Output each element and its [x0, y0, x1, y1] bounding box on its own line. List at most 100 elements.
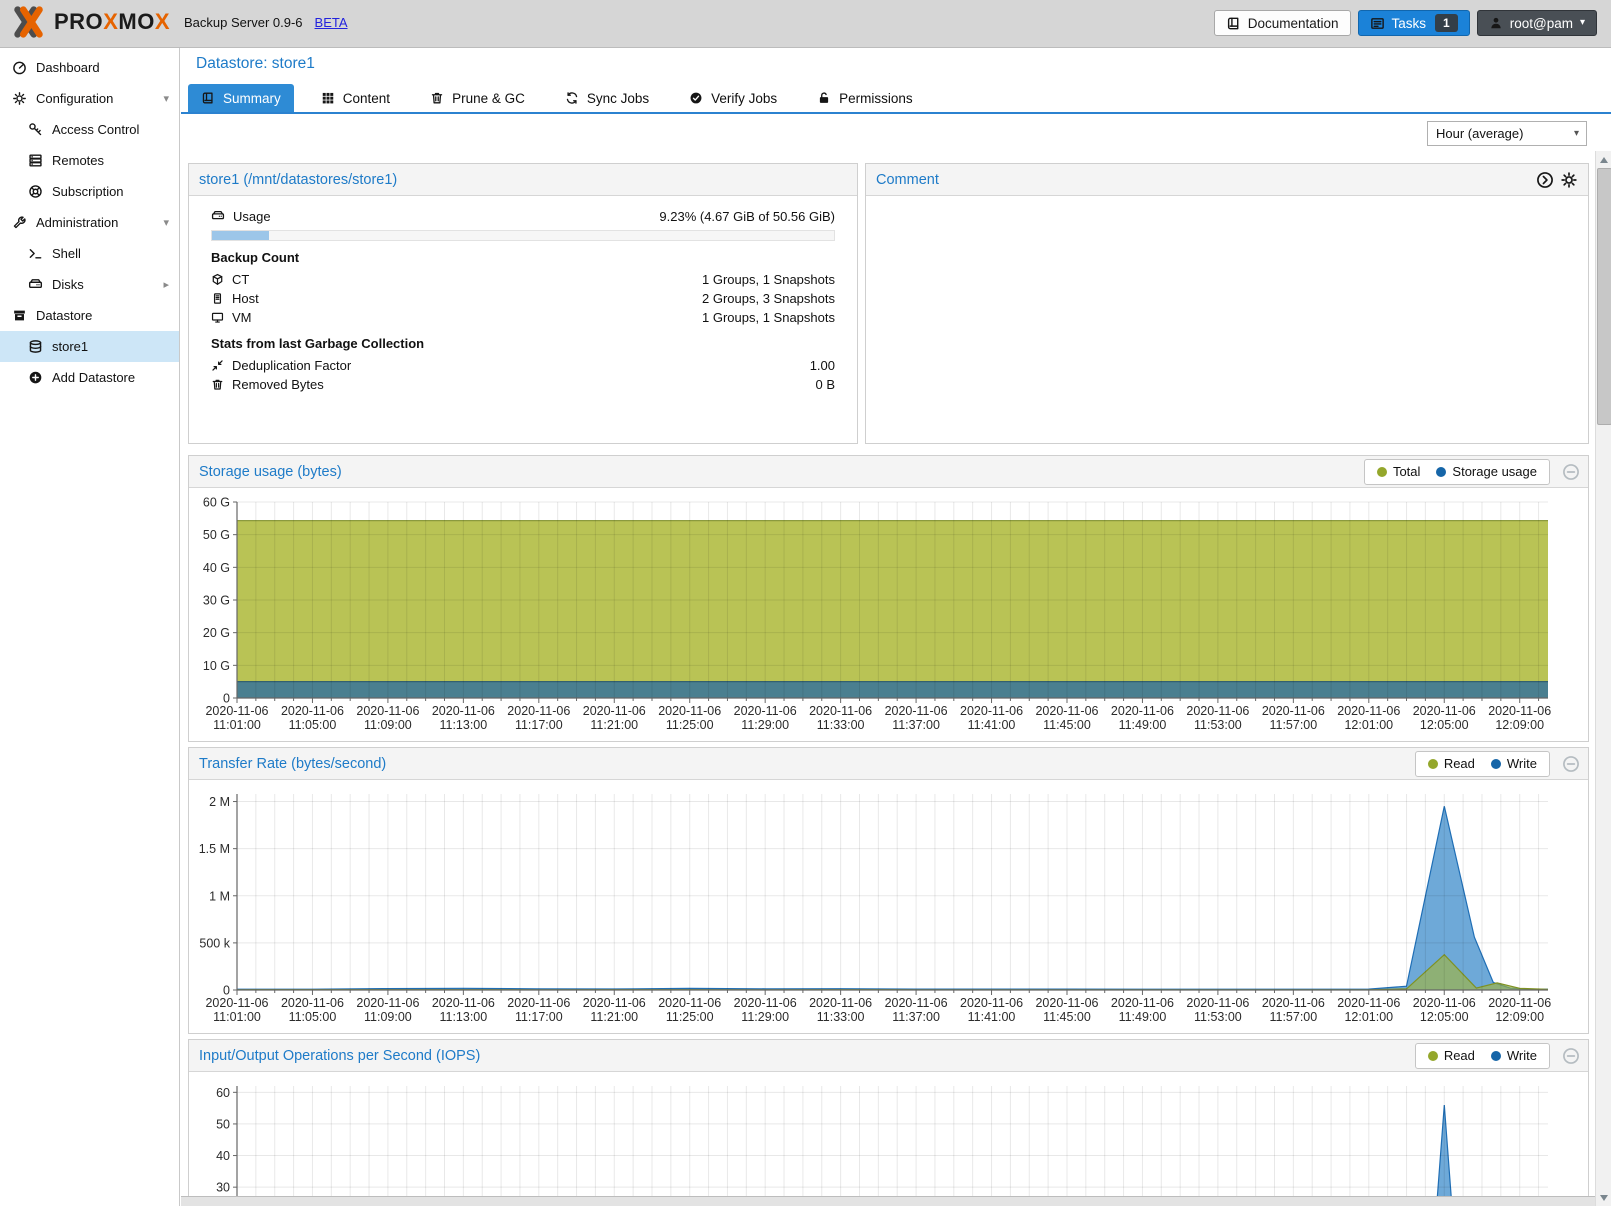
- lifering-icon: [28, 184, 43, 199]
- tab-sync-jobs[interactable]: Sync Jobs: [552, 84, 662, 112]
- datastore-summary-panel: store1 (/mnt/datastores/store1) Usage 9.…: [188, 163, 858, 444]
- legend-label: Read: [1443, 756, 1475, 771]
- sidebar-item-store1[interactable]: store1: [0, 331, 179, 362]
- user-menu-button[interactable]: root@pam ▾: [1476, 10, 1597, 36]
- svg-text:11:53:00: 11:53:00: [1194, 718, 1242, 732]
- tasks-button[interactable]: Tasks 1: [1357, 10, 1470, 36]
- chevron-right-icon[interactable]: ▸: [163, 279, 169, 291]
- storage-usage-legend[interactable]: Total Storage usage: [1363, 458, 1550, 485]
- iops-legend[interactable]: Read Write: [1414, 1042, 1550, 1069]
- cube-icon: [211, 273, 224, 286]
- svg-text:2020-11-06: 2020-11-06: [658, 996, 721, 1010]
- svg-text:2020-11-06: 2020-11-06: [1186, 996, 1249, 1010]
- datastore-summary-header: store1 (/mnt/datastores/store1): [189, 164, 857, 196]
- legend-item-storage-usage[interactable]: Storage usage: [1436, 464, 1537, 479]
- brand-letter: PRO: [54, 9, 104, 34]
- comment-title: Comment: [876, 171, 939, 188]
- comment-body[interactable]: [866, 196, 1588, 442]
- tab-verify-jobs[interactable]: Verify Jobs: [676, 84, 790, 112]
- legend-label: Write: [1506, 1048, 1537, 1063]
- svg-text:11:21:00: 11:21:00: [590, 1010, 638, 1024]
- sidebar-nav: Dashboard Configuration ▾ Access Control Rem…: [0, 48, 180, 1206]
- svg-text:11:09:00: 11:09:00: [364, 1010, 412, 1024]
- horizontal-scrollbar[interactable]: [181, 1196, 1595, 1206]
- chevron-down-icon[interactable]: ▾: [163, 217, 169, 229]
- minus-circle-icon[interactable]: [1562, 1047, 1580, 1065]
- proxmox-logo: PROXMOX Backup Server 0.9-6 BETA: [10, 3, 348, 41]
- sidebar-item-remotes[interactable]: Remotes: [0, 145, 179, 176]
- beta-link[interactable]: BETA: [314, 14, 348, 30]
- minus-circle-icon[interactable]: [1562, 463, 1580, 481]
- circle-chevron-right-icon[interactable]: [1536, 171, 1554, 189]
- stat-value: 1 Groups, 1 Snapshots: [702, 310, 835, 325]
- transfer-rate-header: Transfer Rate (bytes/second) Read Write: [189, 748, 1588, 780]
- storage-usage-panel: Storage usage (bytes) Total Storage usage…: [188, 455, 1589, 742]
- svg-text:2020-11-06: 2020-11-06: [1262, 704, 1325, 718]
- scroll-down-arrow[interactable]: [1596, 1190, 1611, 1205]
- legend-item-write[interactable]: Write: [1490, 756, 1537, 771]
- sidebar-item-label: Access Control: [52, 122, 140, 137]
- vertical-scrollbar[interactable]: [1595, 151, 1611, 1206]
- tab-summary[interactable]: Summary: [188, 84, 294, 112]
- host-icon: [211, 292, 224, 305]
- scroll-up-arrow[interactable]: [1596, 152, 1611, 167]
- sidebar-item-subscription[interactable]: Subscription: [0, 176, 179, 207]
- svg-text:2020-11-06: 2020-11-06: [1488, 704, 1551, 718]
- unlock-icon: [817, 91, 831, 105]
- check-circle-icon: [689, 91, 703, 105]
- trash-icon: [430, 91, 444, 105]
- svg-text:2020-11-06: 2020-11-06: [658, 704, 721, 718]
- svg-text:12:05:00: 12:05:00: [1420, 718, 1469, 732]
- stat-label: Deduplication Factor: [232, 358, 352, 373]
- sidebar-item-disks[interactable]: Disks ▸: [0, 269, 179, 300]
- transfer-rate-legend[interactable]: Read Write: [1414, 750, 1550, 777]
- minus-circle-icon[interactable]: [1562, 755, 1580, 773]
- sidebar-item-configuration[interactable]: Configuration ▾: [0, 83, 179, 114]
- documentation-button[interactable]: Documentation: [1213, 10, 1351, 36]
- brand-letter: X: [103, 9, 119, 34]
- top-bar: PROXMOX Backup Server 0.9-6 BETA Documen…: [0, 0, 1611, 48]
- topbar-actions: Documentation Tasks 1 root@pam ▾: [1213, 10, 1597, 36]
- brand-letter: X: [154, 9, 171, 34]
- svg-text:11:13:00: 11:13:00: [439, 718, 487, 732]
- scrollbar-thumb[interactable]: [1597, 168, 1611, 425]
- datastore-summary-title: store1 (/mnt/datastores/store1): [199, 171, 398, 188]
- legend-item-write[interactable]: Write: [1490, 1048, 1537, 1063]
- sidebar-item-dashboard[interactable]: Dashboard: [0, 52, 179, 83]
- svg-text:12:01:00: 12:01:00: [1344, 1010, 1393, 1024]
- sidebar-item-datastore[interactable]: Datastore: [0, 300, 179, 331]
- plus-circle-icon: [28, 370, 43, 385]
- gear-icon[interactable]: [1560, 171, 1578, 189]
- svg-text:11:41:00: 11:41:00: [968, 1010, 1016, 1024]
- chevron-down-icon: ▾: [1573, 128, 1579, 139]
- sidebar-item-shell[interactable]: Shell: [0, 238, 179, 269]
- sidebar-item-label: Administration: [36, 215, 119, 230]
- svg-text:11:05:00: 11:05:00: [289, 718, 337, 732]
- sidebar-item-add-datastore[interactable]: Add Datastore: [0, 362, 179, 393]
- sidebar-item-label: Disks: [52, 277, 84, 292]
- legend-item-read[interactable]: Read: [1427, 756, 1475, 771]
- tab-permissions[interactable]: Permissions: [804, 84, 926, 112]
- svg-text:11:49:00: 11:49:00: [1119, 1010, 1167, 1024]
- period-select[interactable]: Hour (average) ▾: [1427, 121, 1587, 146]
- legend-item-total[interactable]: Total: [1376, 464, 1420, 479]
- svg-text:2020-11-06: 2020-11-06: [205, 704, 268, 718]
- gc-rows: Deduplication Factor 1.00 Removed Bytes 0 B: [211, 356, 835, 394]
- tab-prune-gc[interactable]: Prune & GC: [417, 84, 538, 112]
- sidebar-item-administration[interactable]: Administration ▾: [0, 207, 179, 238]
- svg-text:20 G: 20 G: [203, 626, 230, 640]
- tab-label: Sync Jobs: [586, 90, 650, 106]
- title-bar: Datastore: store1: [181, 48, 1611, 84]
- tab-label: Summary: [223, 90, 281, 106]
- svg-text:11:29:00: 11:29:00: [741, 1010, 789, 1024]
- svg-text:2020-11-06: 2020-11-06: [1413, 996, 1476, 1010]
- wrench-icon: [12, 215, 27, 230]
- tab-content[interactable]: Content: [308, 84, 403, 112]
- chevron-down-icon[interactable]: ▾: [163, 93, 169, 105]
- brand-text: PROXMOX: [54, 9, 170, 35]
- legend-item-read[interactable]: Read: [1427, 1048, 1475, 1063]
- usage-label: Usage: [233, 208, 271, 224]
- transfer-rate-panel: Transfer Rate (bytes/second) Read Write 0…: [188, 747, 1589, 1034]
- sidebar-item-access-control[interactable]: Access Control: [0, 114, 179, 145]
